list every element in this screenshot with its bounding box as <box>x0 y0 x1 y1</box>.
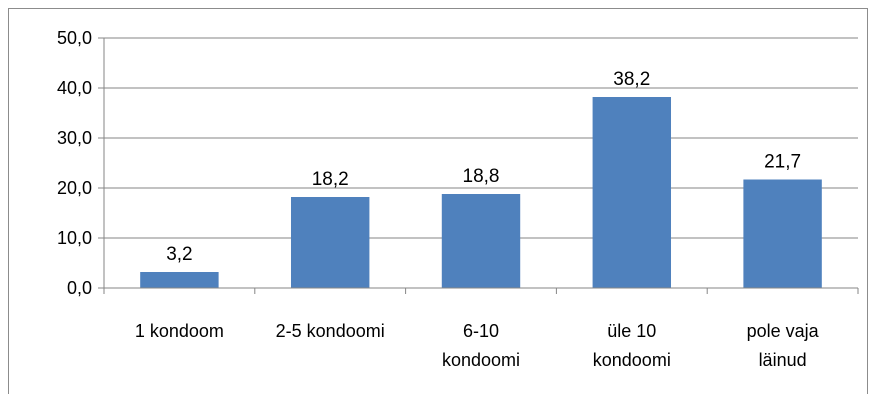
bar <box>441 194 521 288</box>
bar <box>140 272 219 288</box>
axes <box>98 37 859 294</box>
data-label: 18,2 <box>312 169 349 190</box>
y-tick-label: 50,0 <box>57 28 92 48</box>
y-tick-label: 0,0 <box>67 278 92 298</box>
category-labels: 1 kondoom 2-5 kondoomi 6-10 kondoomi üle 10 k… <box>135 321 820 370</box>
data-label: 21,7 <box>764 152 801 173</box>
y-tick-label: 30,0 <box>57 128 92 148</box>
data-labels: 3,2 18,2 18,8 38,2 21,7 <box>166 69 801 265</box>
data-label: 38,2 <box>613 69 650 90</box>
bar <box>592 97 672 288</box>
data-label: 18,8 <box>463 166 500 187</box>
category-label: kondoomi <box>442 350 520 370</box>
bars <box>140 97 822 288</box>
category-label: 1 kondoom <box>135 321 224 341</box>
chart-frame <box>8 8 868 394</box>
category-label: 6-10 <box>463 321 499 341</box>
y-tick-labels: 0,0 10,0 20,0 30,0 40,0 50,0 <box>57 28 92 298</box>
bar <box>743 179 822 288</box>
category-label: 2-5 kondoomi <box>276 321 385 341</box>
y-tick-label: 40,0 <box>57 78 92 98</box>
bar <box>290 197 370 288</box>
category-label: pole vaja <box>747 321 820 341</box>
data-label: 3,2 <box>166 244 192 265</box>
category-label: läinud <box>759 350 807 370</box>
category-label: üle 10 <box>607 321 656 341</box>
y-tick-label: 20,0 <box>57 178 92 198</box>
y-tick-label: 10,0 <box>57 228 92 248</box>
category-label: kondoomi <box>593 350 671 370</box>
